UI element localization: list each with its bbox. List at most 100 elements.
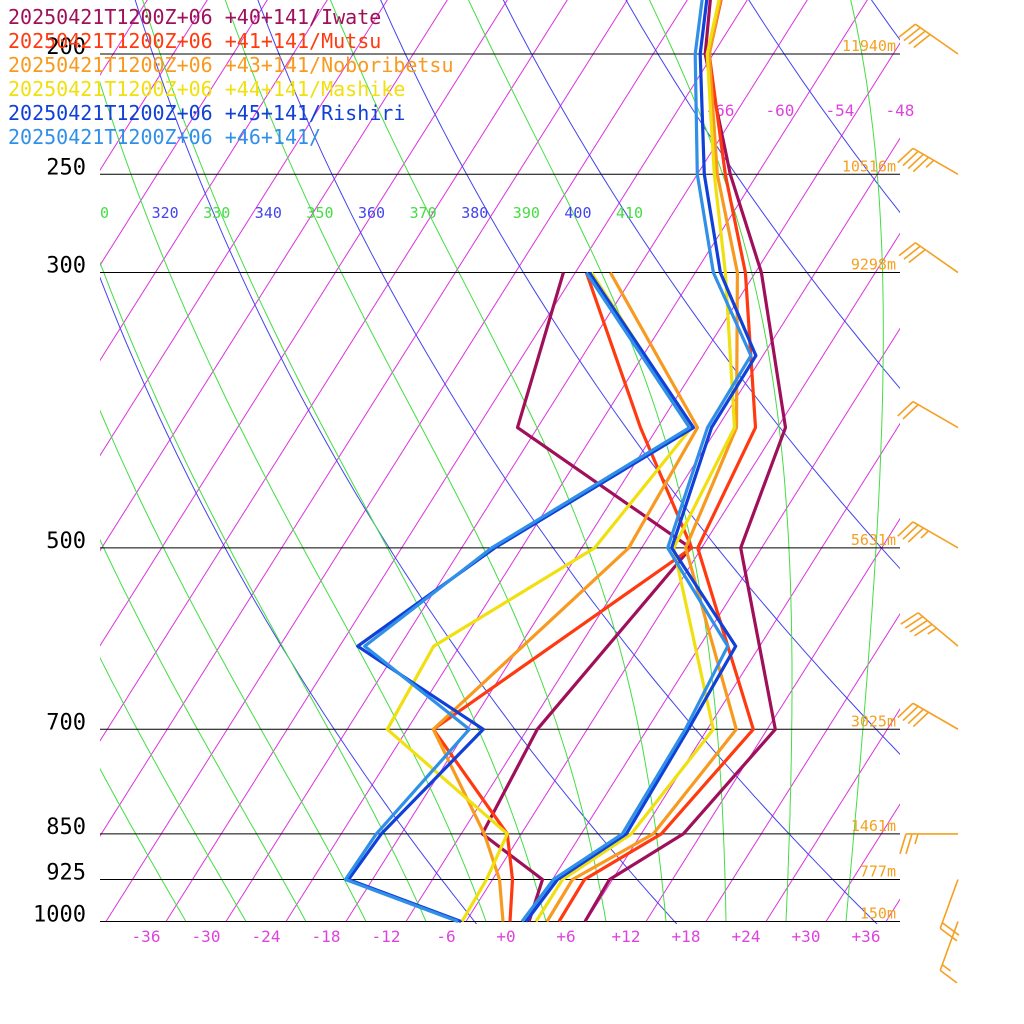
wind-barb-flag [939,969,958,984]
wind-barb [898,23,959,55]
temperature-tick-label: +18 [672,927,701,946]
wind-barb-flag [903,245,921,260]
temperature-tick-label: +12 [612,927,641,946]
temperature-tick-labels: -36 -30 -24 -18 -12 -6 +0 +6 +12 +18 +24 +30 +36 [132,927,881,946]
wind-barb-flag [908,248,926,264]
theta-labels: 0 320 330 340 350 360 370 380 390 400 410 [100,204,643,222]
height-label: 11940m [842,37,896,55]
dewpoint-profile-line [431,271,700,922]
wind-barb [897,400,959,429]
wind-barb [899,833,958,855]
temperature-tick-label: -30 [192,927,221,946]
theta-label: 380 [461,204,488,222]
temperature-profile-line [520,0,753,923]
theta-label: 330 [203,204,230,222]
isotherm-line [825,803,900,922]
isotherm-line [525,327,900,922]
dry-adiabat-line [380,0,900,755]
wind-barbs [897,23,960,984]
wind-barb-staff [914,242,959,274]
moist-adiabat-line [100,261,427,922]
moist-adiabat-line [845,0,884,922]
wind-barb-staff [917,612,959,647]
temperature-tick-label: -18 [312,927,341,946]
moist-adiabat-line [142,0,547,922]
wind-barb-staff [912,400,959,429]
theta-label: 400 [564,204,591,222]
wind-barb-staff [939,879,959,929]
dewpoint-profile-line [346,271,696,923]
isobar-lines [100,53,900,922]
wind-barb-flag [907,708,924,725]
wind-barb [898,242,959,274]
temperature-tick-label: +36 [852,927,881,946]
isotherm-line [885,898,900,922]
temperature-tick-label: -36 [132,927,161,946]
height-label: 3025m [851,712,896,730]
theta-label: 360 [358,204,385,222]
wind-barb-flag [939,927,958,942]
wind-barb-flag [897,147,914,164]
isotherm-line [705,613,900,922]
pressure-level-label: 250 [46,155,86,180]
dry-adiabat-line [625,0,900,390]
wind-barb-flag [941,922,960,936]
moist-adiabat-line [100,656,247,922]
temperature-profile-line [557,0,758,923]
wind-barb-flag [904,615,924,629]
dewpoint-profile-line [480,272,693,922]
moist-adiabat-line [100,767,187,922]
wind-barb-flag [899,833,907,855]
moist-adiabat-line [467,0,727,922]
legend-entry: 20250421T1200Z+06 +41+141/Mutsu [8,29,381,53]
pressure-level-label: 925 [46,860,86,885]
legend-entry: 20250421T1200Z+06 +45+141/Rishiri [8,101,405,125]
wind-barb [939,879,960,942]
isotherm-label: -48 [886,101,915,120]
pressure-level-labels: 1001502002503005007008509251000 [33,35,86,928]
theta-label: 340 [255,204,282,222]
wind-barb [897,521,959,549]
sounding-series [346,0,758,923]
temperature-tick-label: -24 [252,927,281,946]
moist-adiabat-line [906,0,1012,922]
isotherm-line [765,708,900,922]
isotherm-line [465,232,900,922]
wind-barb-half-flag [927,627,937,635]
pressure-level-label: 300 [46,254,86,279]
theta-label: 0 [100,204,109,222]
wind-barb-flag [912,711,930,728]
legend: 20250421T1200Z+06 +40+141/Iwate20250421T… [8,5,454,149]
pressure-level-label: 500 [46,529,86,554]
wind-barb [939,921,959,984]
legend-entry: 20250421T1200Z+06 +44+141/Mashike [8,77,405,101]
temperature-tick-label: +6 [556,927,575,946]
moist-adiabat-lines [100,0,1012,922]
wind-barb-flag [897,702,914,719]
wind-barb-flag [902,524,919,540]
sounding-series [480,0,788,923]
height-label: 150m [860,905,896,923]
theta-label: 390 [513,204,540,222]
wind-barb-flag [905,833,913,855]
sounding-series [431,0,740,923]
temperature-tick-label: +30 [792,927,821,946]
wind-barb-flag [898,23,916,38]
legend-entry: 20250421T1200Z+06 +46+141/ [8,125,321,149]
sounding-profiles [343,0,788,923]
isotherm-line [585,422,900,922]
pressure-level-label: 200 [46,35,86,60]
wind-barb-flag [897,521,914,537]
dry-adiabat-line [100,276,478,924]
wind-barb-half-flag [914,833,919,845]
wind-barb-flag [902,150,919,167]
height-label: 10516m [842,157,896,175]
pressure-level-label: 850 [46,815,86,840]
temperature-profile-line [534,0,737,923]
isotherm-line [405,137,900,922]
temperature-profile-line [583,0,788,923]
wind-barb-staff [912,147,959,175]
pressure-level-label: 1000 [33,903,86,928]
